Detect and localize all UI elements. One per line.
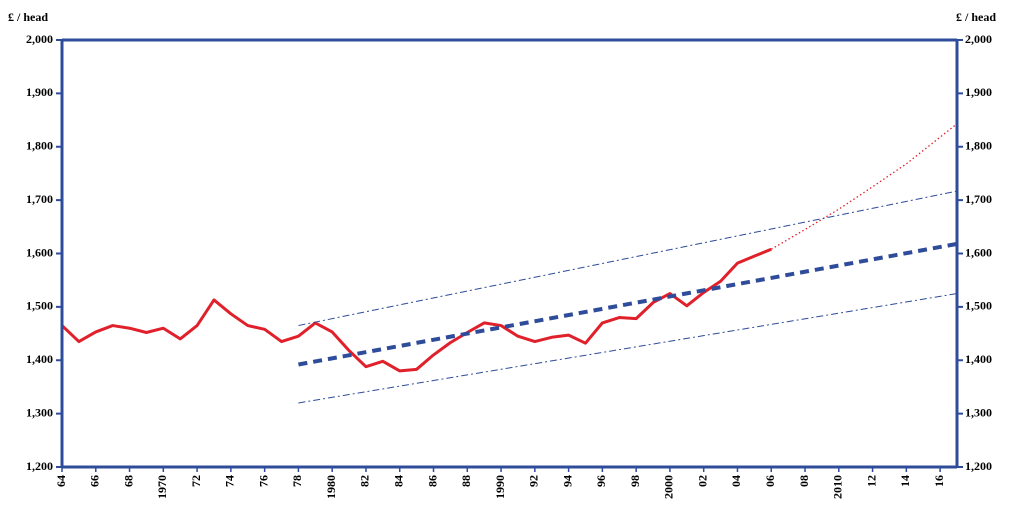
y-tick-label: 1,800	[26, 139, 53, 153]
y2-tick-label: 1,700	[965, 192, 992, 206]
y2-tick-label: 1,900	[965, 85, 992, 99]
y2-tick-label: 1,400	[965, 352, 992, 366]
y2-tick-label: 2,000	[965, 32, 992, 46]
series-line	[298, 241, 958, 367]
x-tick-label: 96	[594, 475, 608, 487]
y-tick-label: 1,600	[26, 245, 53, 259]
x-tick-label: 86	[425, 475, 439, 487]
x-tick-label: 08	[797, 475, 811, 487]
series-line	[60, 247, 772, 373]
y-tick-label: 2,000	[26, 32, 53, 46]
x-tick-label: 2000	[662, 475, 676, 499]
y-tick-label: 1,300	[26, 405, 53, 419]
y-tick-label: 1,400	[26, 352, 53, 366]
x-tick-label: 88	[459, 475, 473, 487]
series-line	[770, 123, 958, 250]
x-tick-label: 2010	[831, 475, 845, 499]
x-tick-label: 64	[54, 475, 68, 487]
y2-tick-label: 1,300	[965, 405, 992, 419]
series-line	[298, 190, 958, 327]
y2-tick-label: 1,500	[965, 299, 992, 313]
x-tick-label: 1970	[155, 475, 169, 499]
x-tick-label: 02	[695, 475, 709, 487]
y-tick-label: 1,900	[26, 85, 53, 99]
x-tick-label: 12	[864, 475, 878, 487]
series-line	[298, 293, 958, 404]
x-tick-label: 06	[763, 475, 777, 487]
y2-tick-label: 1,600	[965, 245, 992, 259]
x-tick-label: 68	[121, 475, 135, 487]
x-tick-label: 84	[391, 475, 405, 487]
x-tick-label: 78	[290, 475, 304, 487]
x-tick-label: 16	[932, 475, 946, 487]
y2-axis-label: £ / head	[956, 10, 996, 24]
y2-tick-label: 1,200	[965, 459, 992, 473]
y-tick-label: 1,200	[26, 459, 53, 473]
x-tick-label: 1990	[493, 475, 507, 499]
x-tick-label: 92	[527, 475, 541, 487]
y-tick-label: 1,500	[26, 299, 53, 313]
x-tick-label: 82	[358, 475, 372, 487]
x-tick-label: 66	[88, 475, 102, 487]
x-tick-label: 04	[729, 475, 743, 487]
y2-tick-label: 1,800	[965, 139, 992, 153]
x-tick-label: 14	[898, 475, 912, 487]
x-tick-label: 74	[223, 475, 237, 487]
x-tick-label: 1980	[324, 475, 338, 499]
x-tick-label: 76	[256, 475, 270, 487]
x-tick-label: 98	[628, 475, 642, 487]
y-tick-label: 1,700	[26, 192, 53, 206]
x-tick-label: 72	[189, 475, 203, 487]
x-tick-label: 94	[560, 475, 574, 487]
y-axis-label: £ / head	[8, 10, 48, 24]
